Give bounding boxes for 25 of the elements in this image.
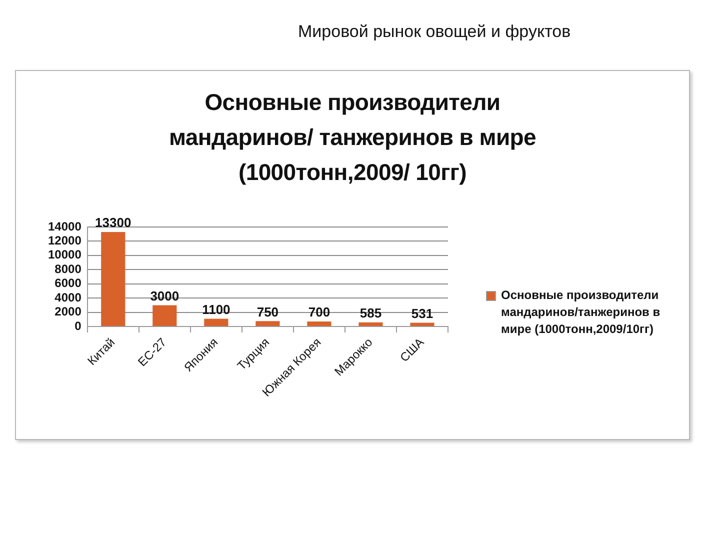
data-label: 700 <box>308 304 330 320</box>
y-tick-label: 0 <box>74 318 82 333</box>
bar <box>101 232 126 326</box>
legend-label: Основные производители мандаринов/танжеринов в мире (1000тонн,2009/10гг) <box>501 287 662 338</box>
bar <box>256 321 280 326</box>
bar <box>410 322 434 326</box>
y-tick-label: 8000 <box>54 262 82 276</box>
data-label: 3000 <box>150 288 180 304</box>
bar <box>358 322 383 326</box>
data-label: 531 <box>411 306 434 321</box>
y-tick-label: 2000 <box>54 304 82 319</box>
y-tick-label: 4000 <box>54 290 82 304</box>
data-label: 13300 <box>95 215 132 230</box>
bar <box>307 322 332 326</box>
data-label: 750 <box>256 304 279 320</box>
y-tick-label: 12000 <box>48 234 82 248</box>
data-label: 1100 <box>202 302 230 317</box>
y-tick-label: 14000 <box>48 219 82 234</box>
bar <box>204 318 228 326</box>
data-label: 585 <box>360 305 382 320</box>
chart-title: Мировой рынок овощей и фруктов <box>298 22 571 42</box>
chart-subtitle: Основные производители мандаринов/ танжеринов в мире (1000тонн,2009/ 10гг) <box>168 88 538 187</box>
y-tick-label: 6000 <box>54 276 82 290</box>
bar <box>152 305 177 326</box>
y-tick-label: 10000 <box>48 248 82 262</box>
